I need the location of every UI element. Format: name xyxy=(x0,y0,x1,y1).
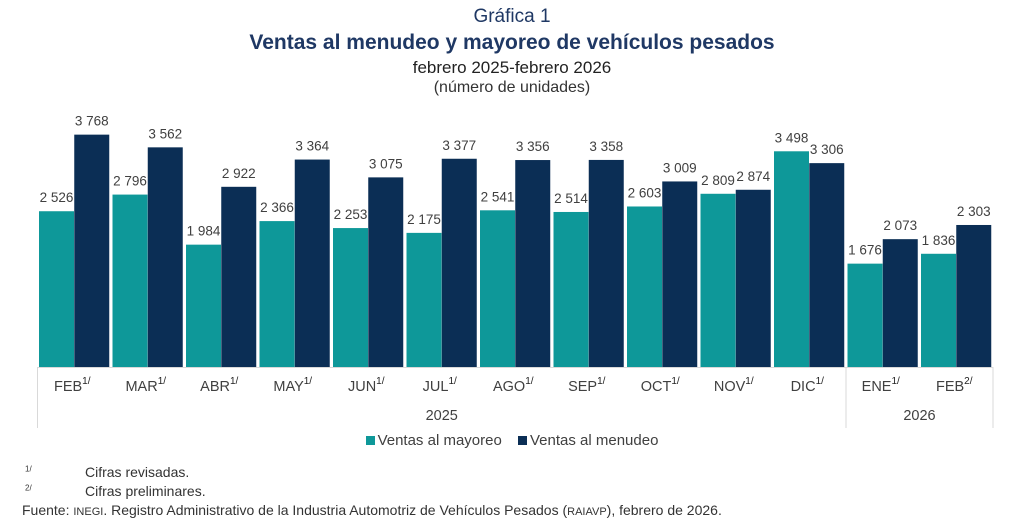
bar-mayoreo xyxy=(553,211,589,367)
data-label: 2 526 xyxy=(40,190,74,205)
data-label: 1 984 xyxy=(187,224,221,239)
data-label: 3 562 xyxy=(148,126,182,141)
data-label: 2 253 xyxy=(334,207,368,222)
bar-mayoreo xyxy=(333,228,368,367)
data-label: 2 796 xyxy=(113,174,147,189)
data-label: 3 009 xyxy=(663,160,697,175)
bar-menudeo xyxy=(441,158,477,367)
bar-menudeo xyxy=(882,239,918,367)
source-text: . Registro Administrativo de la Industri… xyxy=(103,502,568,518)
data-label: 2 809 xyxy=(701,173,735,188)
chart-units: (número de unidades) xyxy=(433,79,591,96)
source-abbr: RAIAVP xyxy=(567,506,607,518)
x-tick-label: MAR1/ xyxy=(125,376,166,395)
data-label: 3 364 xyxy=(295,139,329,154)
bar-mayoreo xyxy=(112,194,148,367)
x-tick-label: OCT1/ xyxy=(641,376,680,395)
legend-item-menudeo: Ventas al menudeo xyxy=(517,432,659,449)
data-label: 1 836 xyxy=(922,233,956,248)
legend-swatch-mayoreo xyxy=(365,436,375,445)
bar-mayoreo xyxy=(480,210,515,367)
data-label: 3 358 xyxy=(589,139,623,154)
chart-title: Ventas al menudeo y mayoreo de vehículos… xyxy=(249,31,775,54)
footnote-text: Cifras revisadas. xyxy=(85,464,190,480)
x-tick-label: FEB1/ xyxy=(54,376,91,395)
data-label: 2 175 xyxy=(407,212,441,227)
x-tick-label: JUL1/ xyxy=(423,376,457,395)
bar-mayoreo xyxy=(186,244,221,367)
footnote-2: 2/ Cifras preliminares. xyxy=(25,483,206,499)
data-label: 3 306 xyxy=(810,142,844,157)
x-tick-label: SEP1/ xyxy=(568,376,606,395)
source-end: ), febrero de 2026. xyxy=(606,502,722,518)
x-tick-label: MAY1/ xyxy=(273,376,312,395)
bar-mayoreo xyxy=(921,253,956,367)
bar-menudeo xyxy=(221,186,257,367)
legend: Ventas al mayoreo Ventas al menudeo xyxy=(0,432,1024,449)
legend-label: Ventas al menudeo xyxy=(529,432,659,449)
bar-menudeo xyxy=(74,134,110,367)
data-label: 2 366 xyxy=(260,200,294,215)
x-tick-label: ABR1/ xyxy=(200,376,238,395)
data-label: 1 676 xyxy=(848,243,882,258)
bar-mayoreo xyxy=(406,232,442,367)
chart-subtitle: febrero 2025-febrero 2026 xyxy=(412,58,612,77)
bar-menudeo xyxy=(735,189,771,367)
year-label: 2026 xyxy=(903,408,935,424)
bar-menudeo xyxy=(147,147,183,367)
data-label: 3 356 xyxy=(516,139,550,154)
chart-label: Gráfica 1 xyxy=(473,6,551,27)
bar-mayoreo xyxy=(700,193,736,367)
x-tick-label: NOV1/ xyxy=(714,376,754,395)
x-tick-label: AGO1/ xyxy=(493,376,534,395)
legend-item-mayoreo: Ventas al mayoreo xyxy=(365,432,502,449)
data-label: 2 922 xyxy=(222,166,256,181)
bar-menudeo xyxy=(662,181,698,367)
data-label: 2 874 xyxy=(736,169,770,184)
footnote-text: Cifras preliminares. xyxy=(85,483,206,499)
bar-menudeo xyxy=(809,163,845,367)
bar-menudeo xyxy=(588,159,624,367)
bar-mayoreo xyxy=(39,211,74,367)
data-label: 3 075 xyxy=(369,156,403,171)
x-tick-label: ENE1/ xyxy=(862,376,900,395)
footnote-1: 1/ Cifras revisadas. xyxy=(25,464,189,480)
bar-mayoreo xyxy=(774,151,809,367)
data-label: 2 541 xyxy=(481,189,515,204)
legend-swatch-menudeo xyxy=(517,436,527,445)
bar-mayoreo xyxy=(847,263,883,367)
bar-menudeo xyxy=(294,159,330,367)
data-label: 3 498 xyxy=(775,130,809,145)
bar-mayoreo xyxy=(627,206,662,367)
data-label: 3 377 xyxy=(442,138,476,153)
data-label: 2 603 xyxy=(628,185,662,200)
data-label: 2 514 xyxy=(554,191,588,206)
source-note: Fuente: INEGI. Registro Administrativo d… xyxy=(22,502,722,518)
x-tick-label: DIC1/ xyxy=(791,376,825,395)
bar-menudeo xyxy=(515,160,551,367)
year-label: 2025 xyxy=(426,408,458,424)
data-label: 2 303 xyxy=(957,204,991,219)
legend-label: Ventas al mayoreo xyxy=(377,432,502,449)
x-tick-label: JUN1/ xyxy=(348,376,385,395)
footnote-mark: 2/ xyxy=(25,483,32,493)
bar-menudeo xyxy=(956,224,992,367)
source-org: INEGI xyxy=(73,506,104,518)
bar-mayoreo xyxy=(259,221,295,367)
x-tick-label: FEB2/ xyxy=(936,376,973,395)
footnote-mark: 1/ xyxy=(25,464,32,474)
bar-menudeo xyxy=(368,177,404,367)
data-label: 3 768 xyxy=(75,114,109,129)
data-label: 2 073 xyxy=(883,218,917,233)
source-label: Fuente: xyxy=(22,502,70,518)
